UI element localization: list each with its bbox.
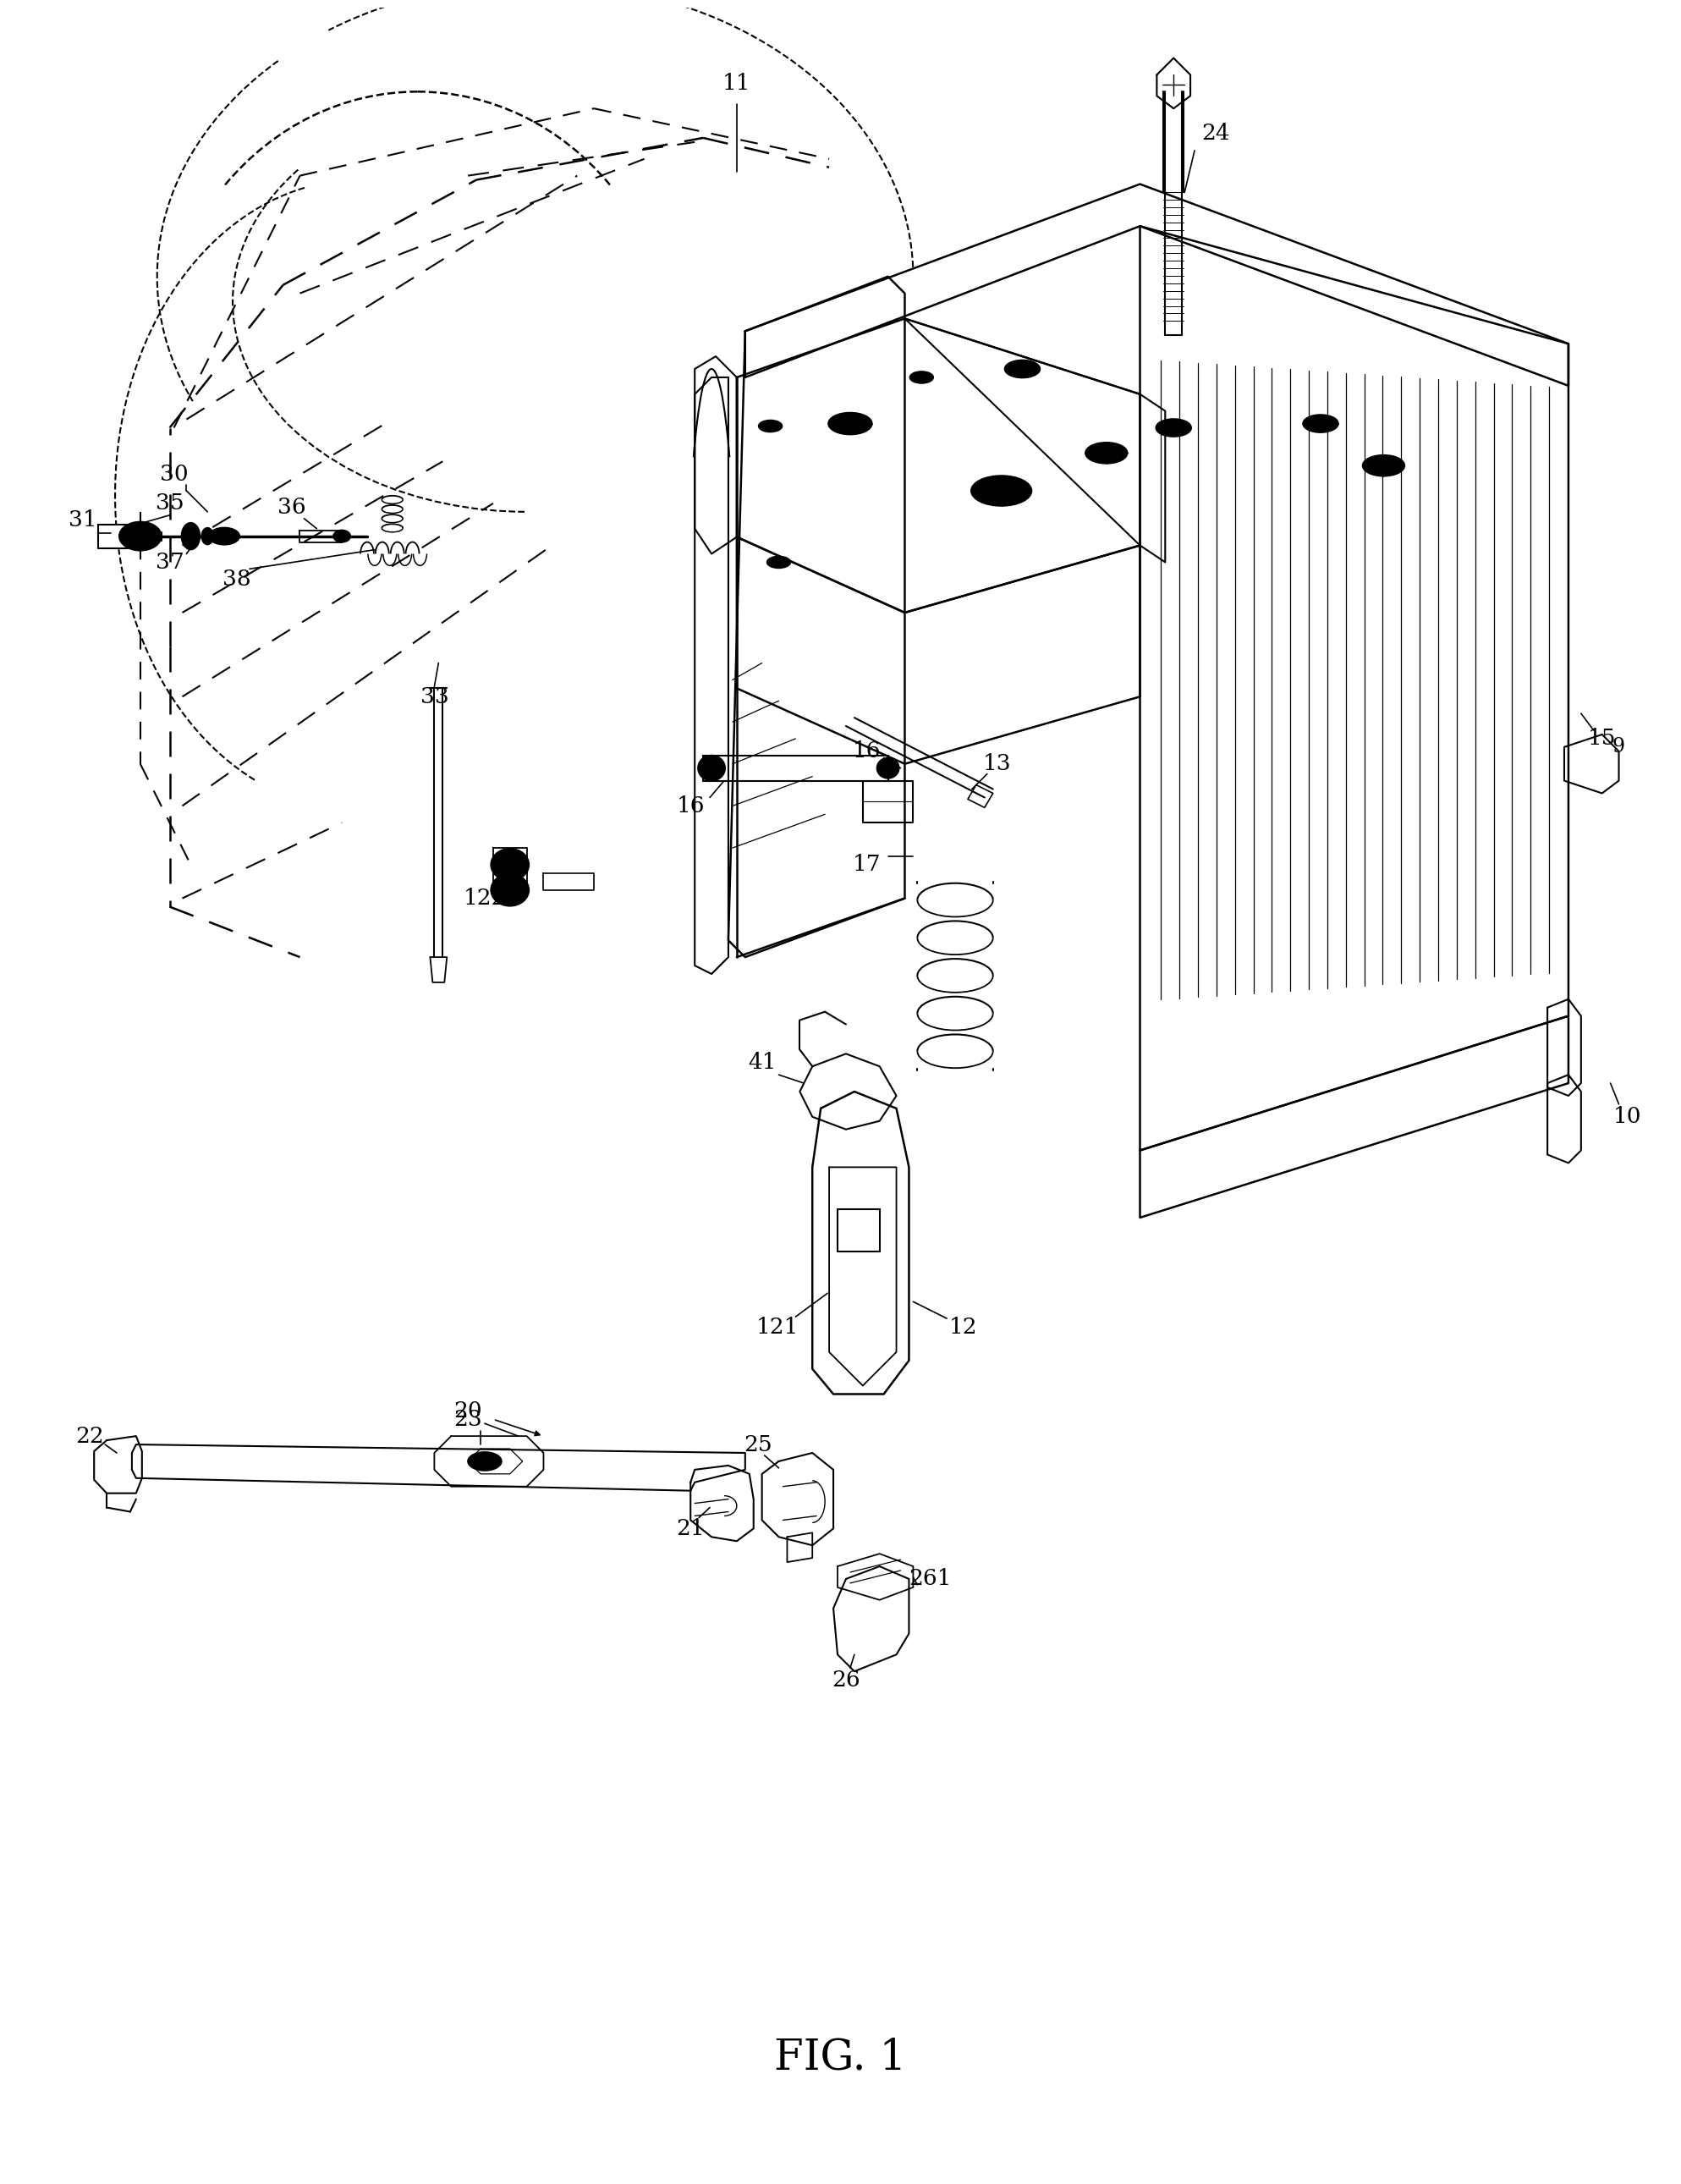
Ellipse shape (491, 850, 530, 880)
Ellipse shape (767, 557, 790, 568)
Polygon shape (1548, 998, 1582, 1096)
Ellipse shape (1010, 363, 1034, 376)
Text: 37: 37 (155, 553, 183, 572)
Text: 41: 41 (748, 1051, 777, 1072)
Text: 33: 33 (420, 686, 449, 708)
Text: 17: 17 (852, 854, 881, 876)
Text: 36: 36 (277, 498, 306, 518)
Ellipse shape (877, 758, 899, 778)
Polygon shape (703, 756, 888, 780)
Ellipse shape (758, 419, 782, 432)
Ellipse shape (126, 526, 155, 546)
Text: 23: 23 (454, 1409, 482, 1431)
Polygon shape (467, 1448, 523, 1474)
Text: 121: 121 (756, 1317, 798, 1337)
Text: 21: 21 (676, 1518, 704, 1540)
Ellipse shape (1309, 417, 1331, 430)
Ellipse shape (1086, 443, 1128, 463)
Polygon shape (694, 356, 736, 555)
Polygon shape (1157, 59, 1190, 109)
Ellipse shape (772, 559, 785, 566)
Ellipse shape (982, 480, 1020, 500)
Text: 35: 35 (155, 494, 183, 513)
Ellipse shape (698, 756, 725, 780)
Ellipse shape (909, 371, 933, 382)
Text: 30: 30 (160, 463, 188, 485)
Ellipse shape (914, 373, 928, 380)
Text: 24: 24 (1202, 122, 1230, 144)
Polygon shape (728, 277, 904, 957)
Ellipse shape (467, 1452, 501, 1470)
Polygon shape (834, 1566, 909, 1671)
Ellipse shape (1157, 419, 1192, 437)
Ellipse shape (1005, 360, 1041, 378)
Polygon shape (543, 874, 593, 889)
Polygon shape (430, 957, 447, 983)
Ellipse shape (1370, 459, 1397, 472)
Text: 16: 16 (676, 795, 704, 817)
Text: 15: 15 (1589, 727, 1615, 749)
Text: 122: 122 (464, 887, 506, 909)
Polygon shape (862, 780, 913, 823)
Ellipse shape (182, 522, 200, 550)
Text: 38: 38 (222, 568, 250, 590)
Text: 22: 22 (76, 1426, 104, 1446)
Polygon shape (97, 524, 128, 548)
Text: 9: 9 (1612, 738, 1626, 758)
Text: 16: 16 (852, 740, 881, 762)
Text: 12: 12 (950, 1317, 978, 1337)
Text: FIG. 1: FIG. 1 (773, 2038, 906, 2079)
Polygon shape (1548, 1075, 1582, 1164)
Ellipse shape (119, 522, 161, 550)
Polygon shape (691, 1465, 753, 1542)
Ellipse shape (333, 531, 350, 542)
Polygon shape (736, 537, 1140, 764)
Polygon shape (694, 378, 728, 974)
Ellipse shape (1363, 454, 1405, 476)
Polygon shape (434, 1437, 543, 1487)
Ellipse shape (829, 413, 872, 435)
Polygon shape (761, 1452, 834, 1546)
Ellipse shape (208, 529, 239, 544)
Ellipse shape (972, 476, 1032, 507)
Text: 10: 10 (1614, 1107, 1641, 1127)
Text: 20: 20 (454, 1400, 482, 1422)
Polygon shape (837, 1553, 913, 1601)
Polygon shape (493, 847, 526, 889)
Polygon shape (745, 183, 1568, 387)
Ellipse shape (491, 874, 530, 906)
Polygon shape (736, 319, 1140, 614)
Polygon shape (94, 1437, 141, 1494)
Polygon shape (299, 531, 341, 542)
Polygon shape (968, 784, 993, 808)
Text: 13: 13 (983, 753, 1012, 775)
Polygon shape (1140, 1016, 1568, 1219)
Ellipse shape (1303, 415, 1338, 432)
Polygon shape (787, 1533, 812, 1562)
Text: 25: 25 (743, 1435, 772, 1455)
Polygon shape (904, 319, 1165, 561)
Ellipse shape (835, 417, 864, 430)
Polygon shape (1140, 227, 1568, 1151)
Text: 11: 11 (723, 72, 751, 94)
Text: 31: 31 (69, 509, 97, 531)
Ellipse shape (1093, 446, 1120, 461)
Polygon shape (829, 1166, 896, 1385)
Polygon shape (131, 1444, 745, 1492)
Polygon shape (800, 1053, 896, 1129)
Polygon shape (1565, 734, 1619, 793)
Text: 26: 26 (832, 1669, 861, 1690)
Text: 261: 261 (909, 1568, 951, 1590)
Ellipse shape (202, 529, 213, 544)
Ellipse shape (1162, 422, 1185, 432)
Ellipse shape (763, 422, 777, 430)
Polygon shape (812, 1092, 909, 1393)
